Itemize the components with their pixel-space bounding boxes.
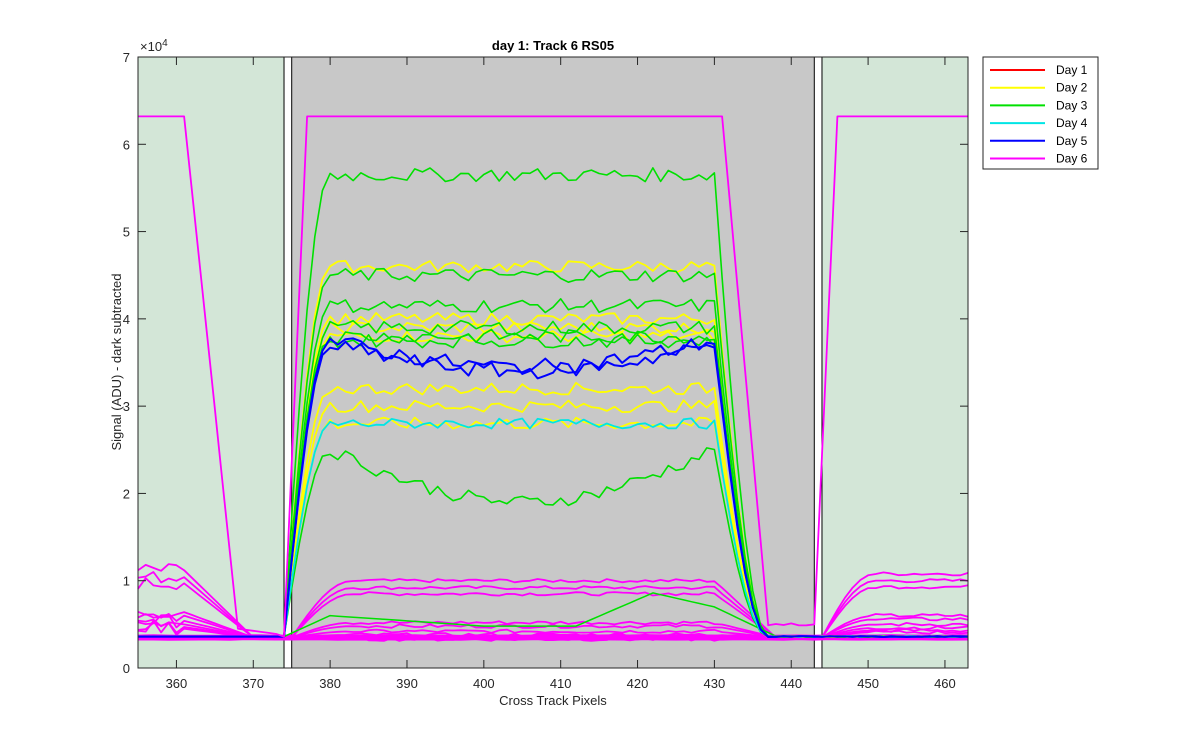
series-line-12 [283,592,777,638]
series-lines [137,115,969,642]
y-axis-ticks: 0 1 2 3 4 5 6 7 [123,50,968,676]
x-axis-ticks: 360 370 380 390 400 410 420 430 440 450 460 [166,57,956,691]
y-tick-label: 4 [123,312,130,327]
legend-label-1: Day 2 [1056,81,1088,95]
y-tick-label: 7 [123,50,130,65]
y-tick-label: 2 [123,486,130,501]
series-line-29 [138,340,969,638]
side-regions [138,57,968,668]
chart-title: day 1: Track 6 RS05 [492,38,614,53]
series-line-30 [138,115,968,638]
y-exponent-label: ×104 [140,38,168,54]
y-tick-label: 3 [123,399,130,414]
x-axis-label: Cross Track Pixels [499,693,607,708]
x-tick-label: 440 [780,676,802,691]
x-tick-label: 390 [396,676,418,691]
legend-label-3: Day 4 [1056,116,1088,130]
x-tick-label: 410 [550,676,572,691]
y-tick-label: 5 [123,225,130,240]
legend-label-5: Day 6 [1056,152,1088,166]
legend-label-0: Day 1 [1056,63,1088,77]
legend-box [982,56,1099,170]
y-axis-label: Signal (ADU) - dark subtracted [109,273,124,450]
legend: Day 1 Day 2 Day 3 Day 4 Day 5 Day 6 [982,56,1099,170]
legend-label-4: Day 5 [1056,134,1088,148]
x-tick-label: 400 [473,676,495,691]
x-tick-label: 460 [934,676,956,691]
y-tick-label: 1 [123,574,130,589]
x-tick-label: 430 [704,676,726,691]
side-region-1 [821,57,968,668]
plot-area [137,56,969,669]
x-tick-label: 420 [627,676,649,691]
x-tick-label: 370 [242,676,264,691]
boundary-box-1 [813,56,823,669]
legend-label-2: Day 3 [1056,98,1088,112]
plot-frame [137,56,969,669]
side-region-0 [138,57,285,668]
x-tick-label: 360 [166,676,188,691]
y-tick-label: 0 [123,661,130,676]
y-tick-label: 6 [123,137,130,152]
x-tick-label: 380 [319,676,341,691]
x-tick-label: 450 [857,676,879,691]
